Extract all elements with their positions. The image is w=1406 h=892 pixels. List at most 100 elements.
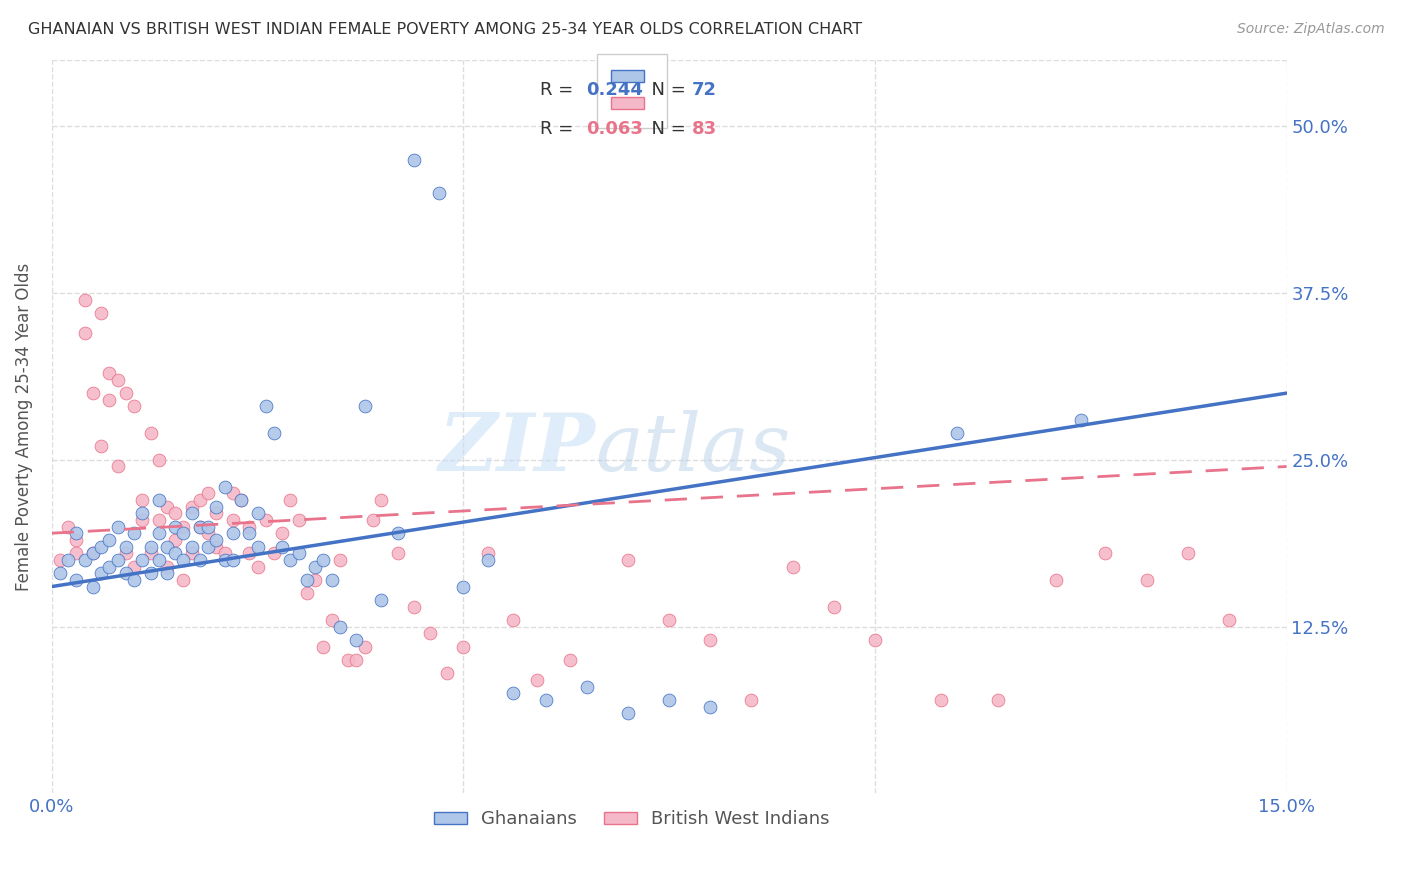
Point xyxy=(122,400,145,414)
Point xyxy=(82,580,104,594)
Point xyxy=(823,599,845,614)
Point xyxy=(987,693,1010,707)
Point xyxy=(82,546,104,560)
Y-axis label: Female Poverty Among 25-34 Year Olds: Female Poverty Among 25-34 Year Olds xyxy=(15,262,32,591)
Point xyxy=(205,506,228,520)
Point xyxy=(295,586,318,600)
Point xyxy=(353,640,375,654)
Point xyxy=(172,573,194,587)
Point xyxy=(139,426,162,441)
Point xyxy=(49,566,72,581)
Point xyxy=(139,566,162,581)
Point xyxy=(222,553,245,567)
Point xyxy=(254,513,277,527)
Point xyxy=(214,546,236,560)
Point xyxy=(222,513,245,527)
Point xyxy=(148,513,170,527)
Point xyxy=(321,613,343,627)
Point xyxy=(419,626,441,640)
Point xyxy=(361,513,384,527)
Text: N =: N = xyxy=(640,120,690,138)
Point xyxy=(107,373,129,387)
Text: Source: ZipAtlas.com: Source: ZipAtlas.com xyxy=(1237,22,1385,37)
Point xyxy=(453,640,475,654)
Text: atlas: atlas xyxy=(595,409,790,487)
Point xyxy=(312,553,335,567)
Point xyxy=(387,546,409,560)
Point xyxy=(946,426,969,441)
Point xyxy=(312,640,335,654)
Point xyxy=(1045,573,1067,587)
Point xyxy=(387,526,409,541)
Point xyxy=(402,599,425,614)
Point xyxy=(148,526,170,541)
Point xyxy=(617,553,640,567)
Point xyxy=(197,486,219,500)
Point xyxy=(222,526,245,541)
Legend: Ghanaians, British West Indians: Ghanaians, British West Indians xyxy=(427,803,837,836)
Point xyxy=(165,533,187,547)
Point xyxy=(246,540,269,554)
Point xyxy=(197,540,219,554)
Point xyxy=(82,386,104,401)
Point xyxy=(271,540,294,554)
Point xyxy=(246,559,269,574)
Point xyxy=(238,546,260,560)
Point xyxy=(205,500,228,514)
Point xyxy=(180,500,202,514)
Point xyxy=(197,526,219,541)
Point xyxy=(617,706,640,721)
Point xyxy=(321,573,343,587)
Point xyxy=(90,440,112,454)
Point xyxy=(526,673,548,687)
Point xyxy=(156,540,179,554)
Point xyxy=(502,686,524,700)
Point xyxy=(172,553,194,567)
Point xyxy=(263,426,285,441)
Point xyxy=(436,666,458,681)
Point xyxy=(370,492,392,507)
Point xyxy=(453,580,475,594)
Point xyxy=(131,492,153,507)
Point xyxy=(329,619,352,633)
Point xyxy=(65,546,87,560)
Text: ZIP: ZIP xyxy=(439,409,595,487)
Point xyxy=(271,526,294,541)
Point xyxy=(115,566,138,581)
Point xyxy=(73,326,96,340)
Point xyxy=(165,546,187,560)
Point xyxy=(205,533,228,547)
Point xyxy=(115,386,138,401)
Point xyxy=(156,566,179,581)
Point xyxy=(1094,546,1116,560)
Text: 83: 83 xyxy=(692,120,717,138)
Point xyxy=(115,546,138,560)
Point xyxy=(295,573,318,587)
Point xyxy=(238,519,260,533)
Point xyxy=(180,540,202,554)
Point xyxy=(90,306,112,320)
Point xyxy=(1070,413,1092,427)
Point xyxy=(82,546,104,560)
Point xyxy=(98,392,121,407)
Point xyxy=(131,513,153,527)
Point xyxy=(229,492,252,507)
Point xyxy=(214,553,236,567)
Point xyxy=(280,492,302,507)
Point xyxy=(139,546,162,560)
Point xyxy=(115,540,138,554)
Point xyxy=(246,506,269,520)
Text: N =: N = xyxy=(640,81,690,99)
Point xyxy=(304,559,326,574)
Point xyxy=(156,559,179,574)
Point xyxy=(353,400,375,414)
Point xyxy=(107,459,129,474)
Point xyxy=(280,553,302,567)
Point xyxy=(254,400,277,414)
Point xyxy=(1177,546,1199,560)
Point xyxy=(560,653,582,667)
Point xyxy=(122,573,145,587)
Point xyxy=(188,492,211,507)
Point xyxy=(73,553,96,567)
Point xyxy=(699,632,721,647)
